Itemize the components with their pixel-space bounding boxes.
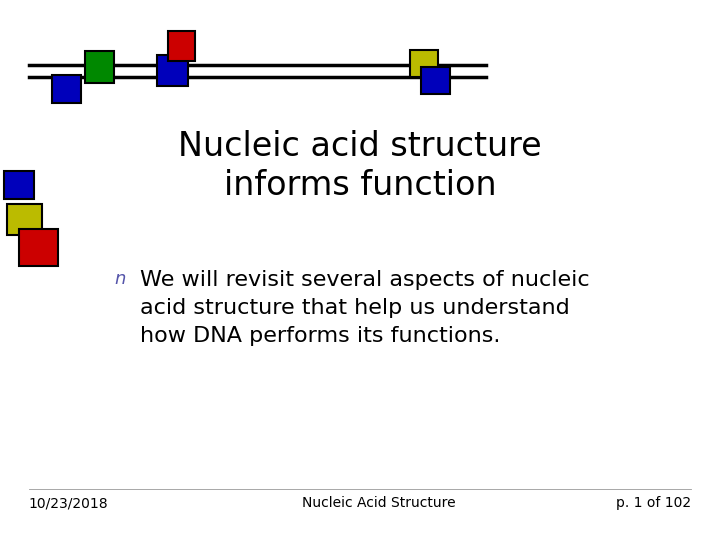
- Bar: [421, 67, 450, 94]
- Text: Nucleic acid structure
informs function: Nucleic acid structure informs function: [178, 130, 542, 202]
- Text: 10/23/2018: 10/23/2018: [29, 496, 109, 510]
- Bar: [19, 229, 58, 266]
- Bar: [4, 171, 34, 199]
- Bar: [157, 55, 188, 86]
- Text: p. 1 of 102: p. 1 of 102: [616, 496, 691, 510]
- Bar: [52, 75, 81, 103]
- Text: Nucleic Acid Structure: Nucleic Acid Structure: [302, 496, 456, 510]
- Bar: [410, 50, 438, 77]
- Text: We will revisit several aspects of nucleic
acid structure that help us understan: We will revisit several aspects of nucle…: [140, 270, 590, 346]
- Text: n: n: [114, 270, 126, 288]
- Bar: [7, 204, 42, 235]
- Bar: [168, 31, 195, 61]
- Bar: [85, 51, 114, 83]
